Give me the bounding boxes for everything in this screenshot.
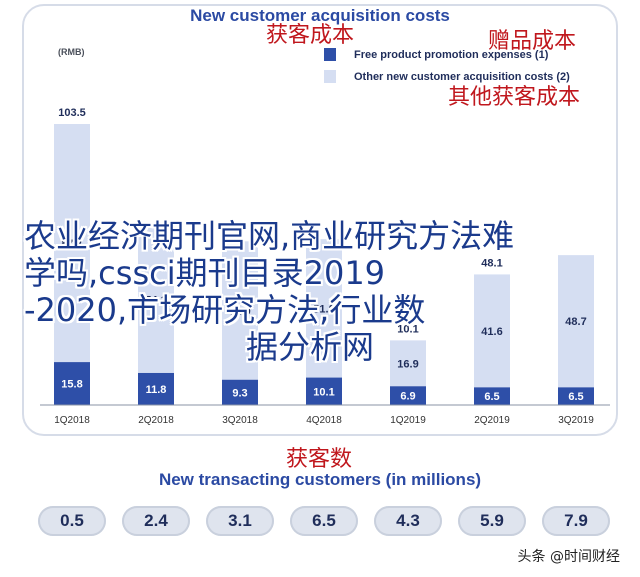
watermark: 头条 @时间财经	[517, 549, 620, 565]
value-label-other-costs: 16.9	[397, 358, 418, 370]
value-label-other-costs: 51.0	[313, 303, 334, 315]
overlay-line-1: 农业经济期刊官网,商业研究方法难	[24, 217, 515, 255]
value-label-other-costs: 51.0	[229, 306, 250, 318]
value-label-other-costs: 54.1	[145, 295, 166, 307]
value-label-free-promo: 9.3	[232, 387, 247, 399]
x-tick-label: 1Q2018	[54, 415, 90, 426]
legend-label-free-promo: Free product promotion expenses (1)	[354, 49, 549, 61]
chart-title: New customer acquisition costs	[190, 6, 450, 25]
bar-other-costs	[558, 255, 594, 388]
total-label: 10.1	[397, 323, 418, 335]
bar-free-promo	[390, 386, 426, 405]
value-label-other-costs: 48.7	[565, 316, 586, 328]
value-label-free-promo: 6.5	[568, 391, 583, 403]
x-tick-label: 3Q2019	[558, 415, 594, 426]
bar-free-promo	[306, 377, 342, 405]
value-label-free-promo: 6.9	[400, 391, 415, 403]
bar-free-promo	[54, 362, 90, 405]
value-label-free-promo: 6.5	[484, 391, 499, 403]
x-tick-label: 3Q2018	[222, 415, 258, 426]
value-label-free-promo: 11.8	[146, 384, 167, 396]
overlay-line-4: 据分析网	[246, 328, 375, 366]
value-label-other-costs: 87.7	[61, 238, 82, 250]
x-tick-label: 2Q2018	[138, 415, 174, 426]
bar-free-promo	[474, 387, 510, 405]
x-tick-label: 4Q2018	[306, 415, 342, 426]
value-label-free-promo: 10.1	[313, 386, 334, 398]
customer-pill: 4.3	[374, 506, 442, 536]
bar-free-promo	[138, 372, 174, 405]
bar-other-costs	[138, 226, 174, 373]
annotation-other-cost: 其他获客成本	[448, 85, 581, 110]
x-tick-label: 2Q2019	[474, 415, 510, 426]
annotation-acquisition-cost: 获客成本	[266, 23, 355, 48]
bar-other-costs	[222, 241, 258, 380]
overlay-line-2: 学吗,cssci期刊目录2019	[24, 254, 386, 292]
customer-pill: 6.5	[290, 506, 358, 536]
bar-free-promo	[558, 387, 594, 405]
bar-other-costs	[306, 239, 342, 378]
customer-pill: 7.9	[542, 506, 610, 536]
customer-pill: 2.4	[122, 506, 190, 536]
customers-title: New transacting customers (in millions)	[158, 470, 482, 489]
overlay-text: 农业经济期刊官网,商业研究方法难 学吗,cssci期刊目录2019 -2020,…	[24, 218, 614, 366]
legend-label-other-costs: Other new customer acquisition costs (2)	[354, 71, 570, 83]
customer-pill: 5.9	[458, 506, 526, 536]
bar-other-costs	[54, 124, 90, 363]
overlay-line-3: -2020,市场研究方法,行业数	[24, 291, 426, 329]
value-label-other-costs: 41.6	[481, 326, 502, 338]
total-label: 103.5	[58, 107, 86, 119]
value-label-free-promo: 15.8	[61, 379, 82, 391]
bar-other-costs	[474, 274, 510, 388]
bar-other-costs	[390, 340, 426, 387]
annotation-gift-cost: 赠品成本	[488, 29, 577, 54]
customer-pill: 0.5	[38, 506, 106, 536]
customer-pill: 3.1	[206, 506, 274, 536]
legend-swatch-light	[324, 70, 336, 83]
x-tick-label: 1Q2019	[390, 415, 426, 426]
annotation-customer-count: 获客数	[286, 447, 353, 472]
y-unit-label: (RMB)	[58, 47, 85, 57]
bar-free-promo	[222, 379, 258, 405]
total-label: 48.1	[481, 257, 502, 269]
legend-swatch-dark	[324, 48, 336, 61]
